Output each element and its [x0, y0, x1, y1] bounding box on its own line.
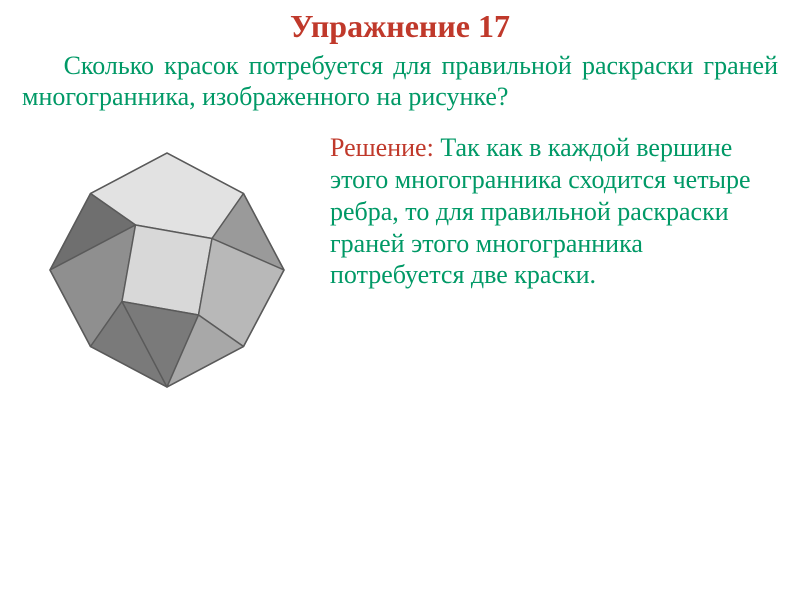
content-row: Решение: Так как в каждой вершине этого …: [22, 130, 778, 410]
question-text: Сколько красок потребуется для правильно…: [22, 51, 778, 112]
slide-title: Упражнение 17: [22, 8, 778, 45]
polyhedron-svg: [32, 135, 302, 405]
answer-label: Решение:: [330, 133, 434, 162]
answer-block: Решение: Так как в каждой вершине этого …: [330, 130, 778, 291]
polyhedron-figure: [22, 130, 312, 410]
